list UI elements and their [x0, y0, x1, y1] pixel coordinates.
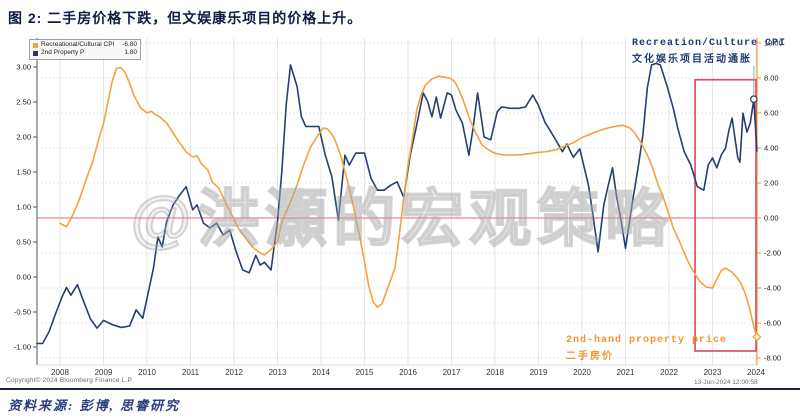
x-axis-year-label: 2016	[399, 368, 417, 377]
x-axis-year-label: 2008	[51, 368, 69, 377]
right-axis-tick-label: 4.00	[764, 144, 779, 153]
x-axis-year-label: 2023	[704, 368, 722, 377]
x-axis-year-label: 2009	[95, 368, 113, 377]
annotation-property-price-en: 2nd-hand property price	[566, 335, 728, 346]
legend-value: -6.80	[122, 41, 137, 48]
legend-swatch-orange	[33, 42, 38, 48]
last-point-marker-circle	[749, 95, 758, 104]
series-line-1	[59, 66, 758, 338]
x-axis-year-label: 2019	[530, 368, 548, 377]
x-axis-year-label: 2013	[269, 368, 287, 377]
left-axis-tick-label: 2.50	[16, 98, 31, 107]
x-axis-year-label: 2011	[182, 368, 200, 377]
left-axis-tick-label: 1.00	[16, 203, 31, 212]
footer-divider	[0, 388, 800, 390]
x-axis-year-label: 2012	[225, 368, 243, 377]
x-axis-year-label: 2020	[573, 368, 591, 377]
right-axis-tick-label: -4.00	[764, 284, 781, 293]
legend-value: 1.80	[124, 49, 137, 56]
legend-label: 2nd Property P	[41, 49, 85, 56]
left-axis-tick-label: 0.00	[16, 273, 31, 282]
left-axis-tick-label: 2.00	[16, 133, 31, 142]
copyright-text: Copyright© 2024 Bloomberg Finance L.P.	[6, 377, 134, 384]
annotation-recreation-cpi-cn: 文化娱乐项目活动通胀	[632, 54, 752, 65]
x-axis-year-label: 2015	[356, 368, 374, 377]
left-axis-tick-label: -1.00	[14, 343, 31, 352]
right-axis-tick-label: 2.00	[764, 179, 779, 188]
x-axis-year-label: 2018	[486, 368, 504, 377]
x-axis-year-label: 2024	[747, 368, 765, 377]
right-axis-tick-label: -8.00	[764, 354, 781, 363]
page-title: 图 2: 二手房价格下跌，但文娱康乐项目的价格上升。	[8, 10, 363, 26]
annotation-property-price-cn: 二手房价	[566, 351, 614, 362]
x-axis-year-label: 2022	[660, 368, 678, 377]
legend-swatch-navy	[33, 50, 38, 56]
legend-item-recreational-cpi: Recreational/Cultural CPI -6.80	[33, 41, 137, 49]
legend-item-2nd-property: 2nd Property P 1.80	[33, 49, 137, 57]
left-axis-tick-label: 1.50	[16, 168, 31, 177]
legend-label: Recreational/Cultural CPI	[41, 41, 115, 48]
x-axis-year-label: 2021	[617, 368, 635, 377]
left-axis-tick-label: -0.50	[14, 308, 31, 317]
x-axis-year-label: 2014	[312, 368, 330, 377]
right-axis-tick-label: 6.00	[764, 109, 779, 118]
last-point-marker-diamond	[752, 332, 762, 342]
right-axis-tick-label: -2.00	[764, 249, 781, 258]
series-line-0	[36, 62, 758, 345]
x-axis-year-label: 2017	[443, 368, 461, 377]
left-axis-tick-label: 3.00	[16, 63, 31, 72]
legend-box: Recreational/Cultural CPI -6.80 2nd Prop…	[29, 39, 141, 60]
chart-timestamp: 13-Jun-2024 12:00:58	[694, 379, 758, 386]
right-axis-tick-label: 10.00	[764, 39, 783, 48]
x-axis-year-label: 2010	[138, 368, 156, 377]
highlight-box	[694, 78, 757, 352]
right-axis-tick-label: 8.00	[764, 74, 779, 83]
right-axis-tick-label: 0.00	[764, 214, 779, 223]
right-axis-tick-label: -6.00	[764, 319, 781, 328]
left-axis-tick-label: 0.50	[16, 238, 31, 247]
source-text: 资料来源: 彭博, 思睿研究	[8, 398, 181, 413]
annotation-recreation-cpi-en: Recreation/Culture CPI	[632, 38, 787, 49]
